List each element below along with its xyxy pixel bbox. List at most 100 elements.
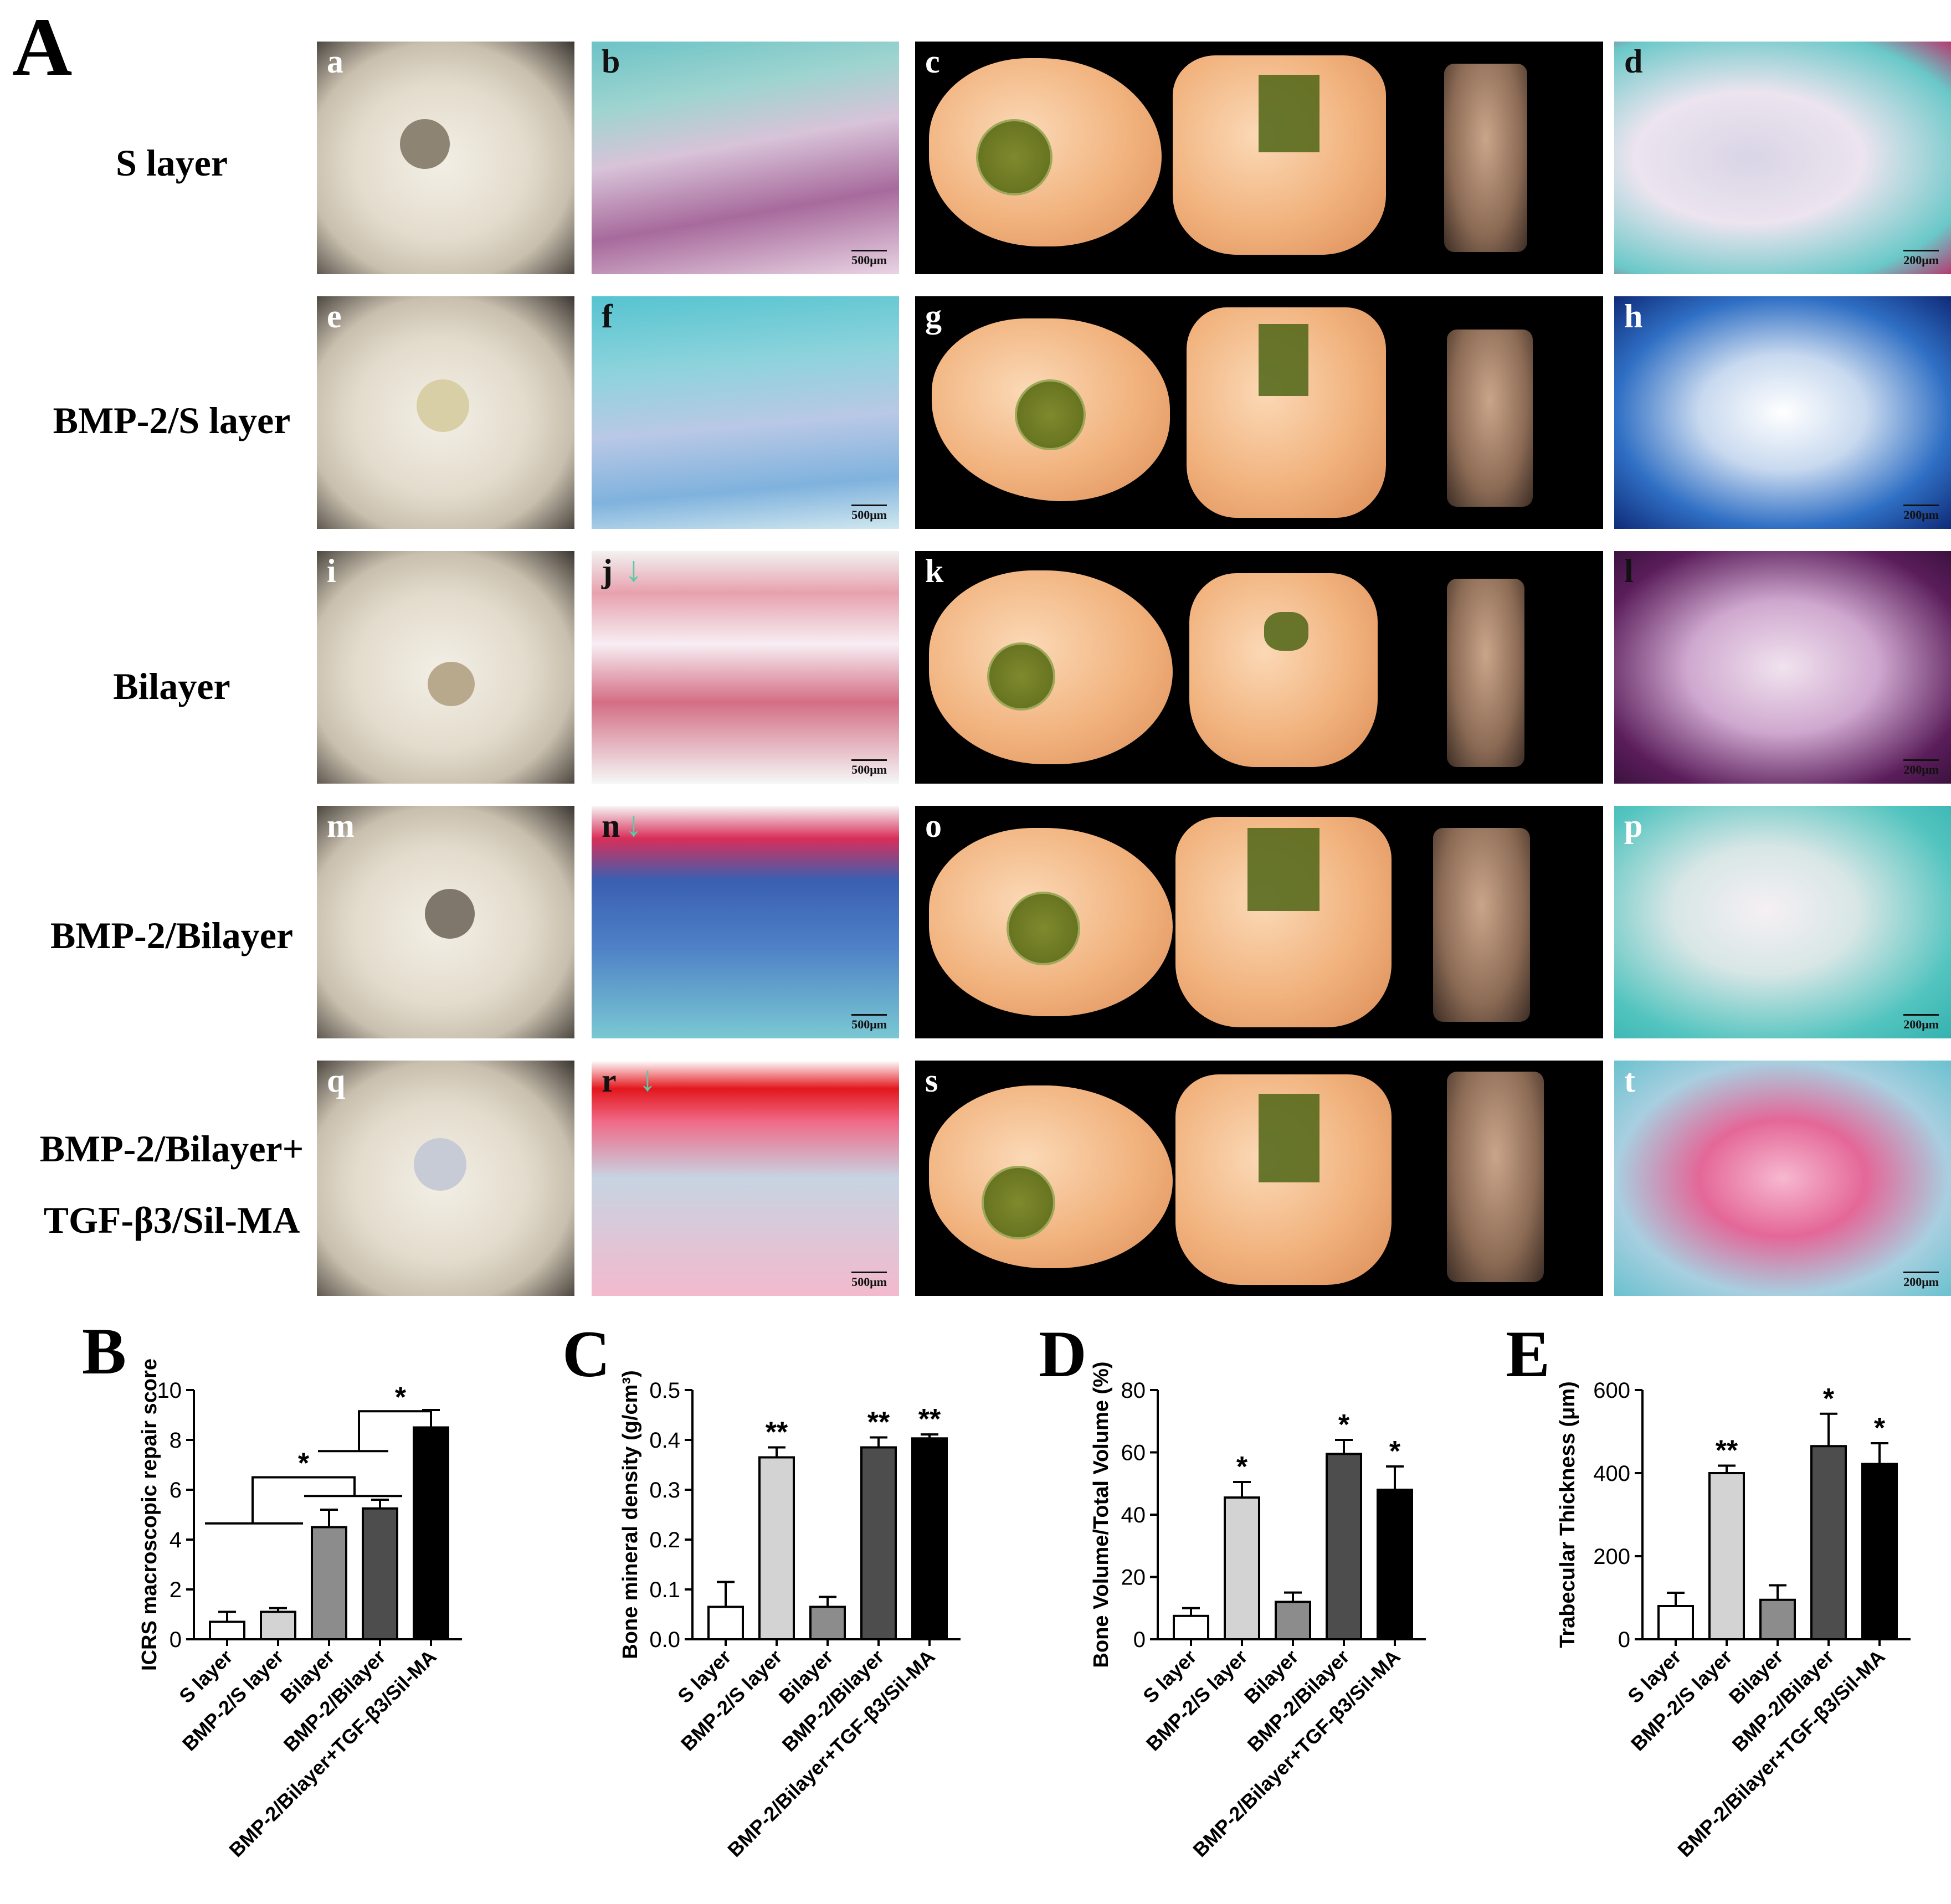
micro-ct-s: s — [915, 1061, 1603, 1296]
histology-section-b: b 500μm — [592, 42, 899, 274]
y-tick-label: 200 — [1593, 1545, 1630, 1569]
bar-s-layer — [1173, 1614, 1209, 1640]
micro-ct-c: c — [915, 42, 1603, 274]
sub-label-f: f — [602, 298, 613, 335]
bar-bmp-2-bilayer — [1810, 1445, 1847, 1640]
significance-bracket — [358, 1410, 432, 1452]
scale-bar-n: 500μm — [851, 1014, 887, 1031]
gross-photo-i: i — [317, 551, 574, 784]
y-tick-label: 40 — [1121, 1503, 1146, 1527]
y-axis-label: Trabecular Thickness (μm) — [1556, 1381, 1579, 1648]
y-tick-label: 60 — [1121, 1441, 1146, 1465]
bar-bmp-2-s-layer — [758, 1456, 795, 1640]
defect-spot — [400, 119, 450, 169]
defect-spot — [428, 662, 475, 706]
bar-bmp-2-bilayer — [860, 1446, 897, 1640]
sub-label-b: b — [602, 43, 620, 80]
scale-bar-r: 500μm — [851, 1272, 887, 1289]
y-tick-label: 4 — [170, 1528, 182, 1552]
y-tick-label: 6 — [170, 1478, 182, 1502]
row-label-line-2: TGF-β3/Sil-MA — [43, 1199, 300, 1242]
micro-ct-g: g — [915, 296, 1603, 529]
histology-zoom-p: p 200μm — [1614, 806, 1951, 1038]
ct-defect-disc — [1007, 892, 1080, 965]
sub-label-c: c — [925, 43, 940, 80]
scale-bar-h: 200μm — [1903, 505, 1939, 522]
panel-letter-C: C — [562, 1317, 610, 1391]
significance-label: ** — [867, 1407, 890, 1439]
ct-plug — [1259, 1094, 1320, 1182]
ct-core — [1444, 64, 1527, 252]
row-label-bmp2-bilayer: BMP-2/Bilayer — [50, 914, 294, 956]
ct-defect-disc — [987, 642, 1055, 711]
panel-letter-B: B — [82, 1314, 127, 1388]
histology-section-j: j ↓ 500μm — [592, 551, 899, 784]
bar-bilayer — [1275, 1601, 1311, 1640]
y-tick-label: 0.1 — [649, 1578, 680, 1602]
sub-label-m: m — [327, 807, 355, 844]
scale-bar-l: 200μm — [1903, 759, 1939, 776]
gross-photo-a: a — [317, 42, 574, 274]
gross-photo-e: e — [317, 296, 574, 529]
sub-label-p: p — [1624, 807, 1643, 844]
significance-label: * — [1389, 1435, 1401, 1468]
y-tick-label: 0 — [1133, 1628, 1146, 1652]
significance-label: ** — [1716, 1435, 1738, 1467]
bar-bmp-2-bilayer-tgf-3-sil-ma — [1377, 1489, 1413, 1640]
bar-bmp-2-bilayer-tgf-3-sil-ma — [413, 1426, 449, 1640]
significance-bracket — [251, 1476, 356, 1524]
significance-label: * — [1236, 1451, 1248, 1483]
sub-label-k: k — [925, 553, 944, 589]
scale-bar-t: 200μm — [1903, 1272, 1939, 1289]
bar-s-layer — [209, 1620, 245, 1640]
row-label-s-layer: S layer — [115, 142, 228, 184]
y-tick-label: 10 — [157, 1378, 182, 1403]
histology-zoom-d: d 200μm — [1614, 42, 1951, 274]
histology-zoom-h: h 200μm — [1614, 296, 1951, 529]
y-tick-label: 0.4 — [649, 1428, 680, 1453]
ct-core — [1433, 828, 1530, 1022]
sub-label-t: t — [1624, 1062, 1635, 1099]
y-tick-label: 0.5 — [649, 1378, 680, 1403]
significance-label: * — [1823, 1383, 1835, 1415]
bar-bmp-2-bilayer — [362, 1507, 398, 1640]
y-tick-label: 600 — [1593, 1378, 1630, 1403]
bar-bmp-2-bilayer-tgf-3-sil-ma — [911, 1437, 948, 1641]
sub-label-h: h — [1624, 298, 1643, 335]
micro-ct-o: o — [915, 806, 1603, 1038]
y-axis-label: Bone Volume/Total Volume (%) — [1090, 1361, 1113, 1668]
bar-bmp-2-s-layer — [1708, 1472, 1745, 1640]
significance-label: * — [298, 1448, 310, 1480]
ct-cross-section — [1189, 573, 1378, 767]
y-tick-label: 0.3 — [649, 1478, 680, 1502]
bar-bilayer — [809, 1605, 846, 1640]
y-tick-label: 8 — [170, 1428, 182, 1453]
scale-bar-d: 200μm — [1903, 250, 1939, 267]
y-axis-label: Bone mineral density (g/cm³) — [619, 1370, 642, 1659]
histology-section-n: n ↓ 500μm — [592, 806, 899, 1038]
green-arrow-j: ↓ — [625, 551, 643, 589]
green-arrow-r: ↓ — [639, 1061, 656, 1098]
row-label-bilayer: Bilayer — [113, 665, 230, 707]
histology-zoom-l: l 200μm — [1614, 551, 1951, 784]
defect-spot — [417, 379, 469, 432]
sub-label-g: g — [925, 298, 942, 335]
sub-label-a: a — [327, 43, 343, 80]
green-arrow-n: ↓ — [625, 806, 643, 843]
panel-letter-A: A — [12, 1, 73, 93]
bar-bmp-2-bilayer — [1326, 1453, 1362, 1640]
sub-label-l: l — [1624, 553, 1634, 589]
y-tick-label: 0.0 — [649, 1628, 680, 1652]
significance-label: ** — [766, 1417, 788, 1449]
bar-s-layer — [1657, 1605, 1694, 1640]
defect-spot — [414, 1138, 466, 1191]
panel-letter-D: D — [1039, 1317, 1087, 1391]
sub-label-r: r — [602, 1062, 617, 1099]
y-tick-label: 80 — [1121, 1378, 1146, 1403]
significance-label: * — [395, 1381, 407, 1413]
ct-core — [1447, 579, 1524, 767]
ct-plug — [1259, 75, 1320, 152]
bar-bilayer — [311, 1526, 347, 1640]
ct-top-view — [929, 1085, 1173, 1268]
